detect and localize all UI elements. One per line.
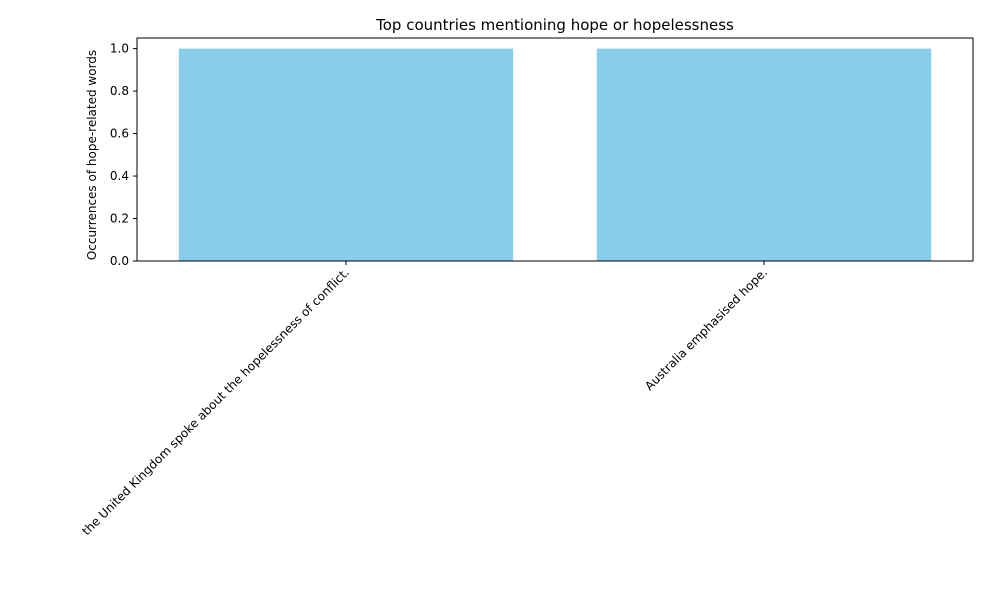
bars-layer	[178, 48, 932, 261]
y-tick-label: 0.6	[110, 127, 129, 141]
y-tick-label: 0.4	[110, 169, 129, 183]
bar	[596, 48, 932, 261]
plot-frame	[136, 37, 974, 262]
y-axis: 0.0 0.2 0.4 0.6 0.8 1.0	[110, 42, 137, 268]
y-tick-label: 0.2	[110, 212, 129, 226]
y-tick-label: 0.0	[110, 254, 129, 268]
chart-title: Top countries mentioning hope or hopeles…	[375, 16, 734, 34]
y-tick-label: 0.8	[110, 84, 129, 98]
y-axis-label: Occurrences of hope-related words	[85, 50, 99, 260]
bar	[178, 48, 514, 261]
y-tick-label: 1.0	[110, 42, 129, 56]
